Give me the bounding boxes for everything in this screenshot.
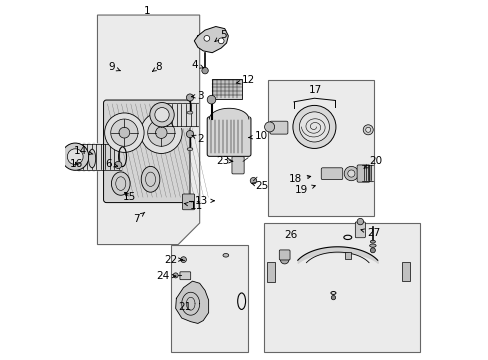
Circle shape — [61, 143, 89, 170]
Ellipse shape — [223, 253, 228, 257]
Text: 3: 3 — [191, 91, 203, 101]
Circle shape — [347, 170, 354, 177]
Text: 14: 14 — [74, 145, 93, 156]
Text: 9: 9 — [108, 62, 120, 72]
Text: 17: 17 — [308, 85, 322, 95]
Ellipse shape — [369, 244, 375, 247]
FancyBboxPatch shape — [269, 121, 287, 134]
Text: 26: 26 — [284, 230, 297, 239]
Circle shape — [280, 255, 288, 264]
Circle shape — [365, 127, 370, 132]
Circle shape — [173, 273, 178, 278]
Text: 12: 12 — [236, 75, 254, 85]
FancyBboxPatch shape — [103, 100, 190, 203]
Text: 15: 15 — [123, 192, 136, 202]
Circle shape — [149, 103, 174, 127]
Circle shape — [155, 108, 169, 122]
Circle shape — [119, 127, 129, 138]
Ellipse shape — [111, 172, 130, 195]
Text: 11: 11 — [184, 201, 203, 211]
Circle shape — [207, 95, 215, 104]
Circle shape — [218, 38, 224, 44]
Polygon shape — [175, 281, 208, 323]
Circle shape — [356, 219, 363, 225]
Circle shape — [115, 161, 122, 168]
Ellipse shape — [187, 111, 192, 114]
Text: 21: 21 — [178, 302, 192, 312]
Circle shape — [186, 94, 193, 101]
Text: 24: 24 — [156, 271, 175, 281]
Circle shape — [140, 112, 182, 153]
Bar — [402, 262, 409, 282]
FancyBboxPatch shape — [231, 157, 244, 174]
Polygon shape — [97, 15, 199, 244]
Circle shape — [292, 105, 335, 148]
Circle shape — [180, 257, 186, 262]
Circle shape — [67, 149, 83, 165]
Text: 5: 5 — [215, 30, 226, 41]
Text: 10: 10 — [248, 131, 267, 141]
Circle shape — [363, 125, 372, 135]
Text: 16: 16 — [69, 159, 82, 169]
Circle shape — [369, 248, 375, 253]
FancyBboxPatch shape — [180, 272, 190, 280]
Polygon shape — [194, 27, 228, 53]
Text: 23: 23 — [216, 156, 232, 166]
FancyBboxPatch shape — [279, 250, 289, 260]
Circle shape — [203, 36, 209, 41]
Text: 25: 25 — [251, 181, 268, 192]
FancyBboxPatch shape — [356, 165, 369, 182]
Text: 27: 27 — [360, 228, 380, 238]
Circle shape — [147, 119, 175, 146]
Text: 2: 2 — [191, 134, 203, 144]
Ellipse shape — [187, 148, 192, 150]
Circle shape — [186, 131, 193, 138]
Bar — [266, 262, 274, 282]
Bar — [171, 244, 247, 352]
Text: 8: 8 — [152, 62, 162, 72]
Circle shape — [104, 113, 144, 152]
Bar — [344, 252, 351, 259]
Circle shape — [155, 127, 167, 138]
FancyBboxPatch shape — [321, 168, 342, 180]
Ellipse shape — [369, 240, 375, 243]
Circle shape — [344, 166, 358, 181]
Circle shape — [264, 122, 274, 132]
Circle shape — [202, 67, 208, 74]
Text: 13: 13 — [194, 196, 214, 206]
Circle shape — [110, 119, 138, 146]
Text: 18: 18 — [288, 174, 310, 184]
Text: 1: 1 — [143, 6, 150, 16]
FancyBboxPatch shape — [207, 117, 250, 156]
Text: 7: 7 — [133, 212, 144, 224]
Ellipse shape — [141, 166, 160, 192]
Ellipse shape — [88, 149, 96, 168]
FancyBboxPatch shape — [355, 222, 365, 238]
Text: 6: 6 — [105, 159, 117, 169]
Bar — [214, 80, 239, 96]
FancyBboxPatch shape — [182, 194, 194, 210]
Text: 20: 20 — [363, 156, 382, 168]
Circle shape — [299, 112, 329, 142]
Circle shape — [250, 177, 256, 184]
Circle shape — [330, 296, 335, 300]
Bar — [267, 80, 373, 216]
Bar — [212, 79, 241, 99]
Text: 22: 22 — [163, 255, 183, 265]
Text: 19: 19 — [294, 185, 315, 195]
Text: 4: 4 — [191, 59, 203, 69]
Bar — [264, 223, 419, 352]
